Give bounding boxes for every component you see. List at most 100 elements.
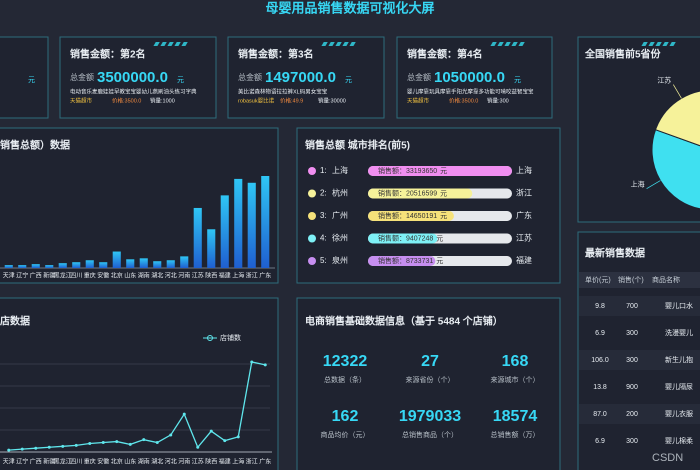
stat-value: 18574 (493, 408, 538, 425)
panel-title: 最新销售数据 (585, 247, 645, 260)
bar (99, 262, 108, 268)
decor (497, 42, 504, 46)
bar (234, 178, 243, 268)
table-cell: 婴儿口水 (665, 301, 693, 310)
decor (655, 42, 662, 46)
panel-title: 销售总额）数据 (0, 139, 70, 152)
shop: robasuk婴比诺 (238, 96, 275, 104)
x-tick-label: 湖南 (138, 458, 150, 466)
label-line (673, 84, 682, 99)
x-tick-label: 湖北 (151, 458, 163, 466)
panel-title: 销售总额 城市排名(前5) (305, 139, 410, 152)
rank: 5: (320, 256, 327, 265)
stat-label: 商品均价（元） (321, 430, 370, 439)
rank: 3: (320, 211, 327, 220)
bar (18, 265, 27, 268)
table-cell: 900 (626, 384, 638, 391)
x-tick-label: 黑龙江 (54, 458, 72, 466)
decor (669, 42, 676, 46)
stat-value: 168 (502, 353, 529, 370)
city: 徐州 (332, 233, 348, 243)
bar (112, 251, 121, 268)
stat-label: 总销售商品（个） (402, 430, 458, 439)
point (250, 360, 254, 364)
point (128, 442, 132, 446)
rank-dot (308, 167, 316, 175)
stat-label: 来源省份（个） (406, 375, 455, 384)
x-tick-label: 天津 (3, 273, 15, 280)
decor (174, 42, 181, 46)
table-cell: 9.8 (595, 303, 605, 310)
x-tick-label: 河北 (165, 458, 177, 466)
table-cell: 6.9 (595, 438, 605, 445)
value: 33193650 (406, 168, 437, 175)
table-header-bg (579, 272, 700, 288)
x-tick-label: 浙江 (246, 458, 258, 466)
rank-bar (368, 256, 436, 266)
row-bg (579, 404, 700, 424)
point (34, 446, 38, 450)
value: 9407248 (406, 235, 433, 242)
bar (45, 265, 54, 268)
decor (335, 42, 342, 46)
pie-slice (654, 90, 700, 147)
rank-bar (368, 166, 512, 176)
unit: 元 (514, 76, 521, 84)
prefix: 销售额： (378, 233, 406, 242)
card-title: 销售金额：第4名 (407, 48, 483, 61)
table-cell: 106.0 (591, 357, 609, 364)
table-cell: 700 (626, 303, 638, 310)
x-tick-label: 上海 (232, 272, 244, 280)
x-tick-label: 江苏 (192, 458, 204, 466)
x-tick-label: 湖北 (151, 272, 163, 280)
value: 20516599 (406, 190, 437, 197)
x-tick-label: 山东 (124, 272, 136, 280)
bar (180, 256, 189, 268)
x-tick-label: 浙江 (246, 272, 258, 280)
card-panel (396, 36, 553, 119)
unit: 元 (177, 76, 184, 84)
x-tick-label: 新疆 (43, 272, 55, 280)
rank-bar (368, 211, 454, 221)
x-tick-label: 河南 (178, 272, 190, 280)
point (61, 444, 65, 448)
pie-title: 全国销售前5省份 (584, 48, 662, 61)
bar (153, 261, 162, 268)
x-tick-label: 广西 (30, 272, 42, 280)
value: 14650191 (406, 213, 437, 220)
amount-label: 总金额 (407, 72, 431, 82)
bar (166, 260, 175, 268)
unit: 元 (436, 257, 443, 265)
x-tick-label: 广东 (259, 458, 271, 466)
table-cell: 新生儿抱 (665, 355, 693, 364)
panel-title: 电商销售基础数据信息（基于 5484 个店铺） (305, 315, 503, 328)
unit: 元 (440, 189, 447, 197)
page-title: 母婴用品销售数据可视化大屏 (265, 0, 434, 15)
point (115, 440, 119, 444)
x-tick-label: 河南 (178, 458, 190, 466)
stat-value: 1979033 (399, 408, 461, 425)
bar (220, 195, 229, 268)
decor (349, 42, 356, 46)
decor (342, 42, 349, 46)
stat-label: 总数据（条） (324, 375, 366, 384)
legend-label: 店铺数 (220, 333, 241, 342)
x-tick-label: 黑龙江 (54, 272, 72, 280)
x-tick-label: 陕西 (205, 272, 217, 280)
rank-dot (308, 234, 316, 243)
unit: 元 (345, 76, 352, 84)
province: 浙江 (516, 188, 532, 198)
line (8, 361, 266, 451)
decor (490, 42, 497, 46)
prefix: 销售额： (378, 166, 406, 175)
pie-label: 江苏 (657, 75, 671, 84)
x-tick-label: 辽宁 (16, 272, 28, 280)
x-tick-label: 重庆 (84, 272, 96, 280)
city: 广州 (332, 210, 348, 220)
decor (518, 42, 525, 46)
point (7, 448, 11, 452)
x-tick-label: 陕西 (205, 458, 217, 466)
point (169, 433, 173, 437)
